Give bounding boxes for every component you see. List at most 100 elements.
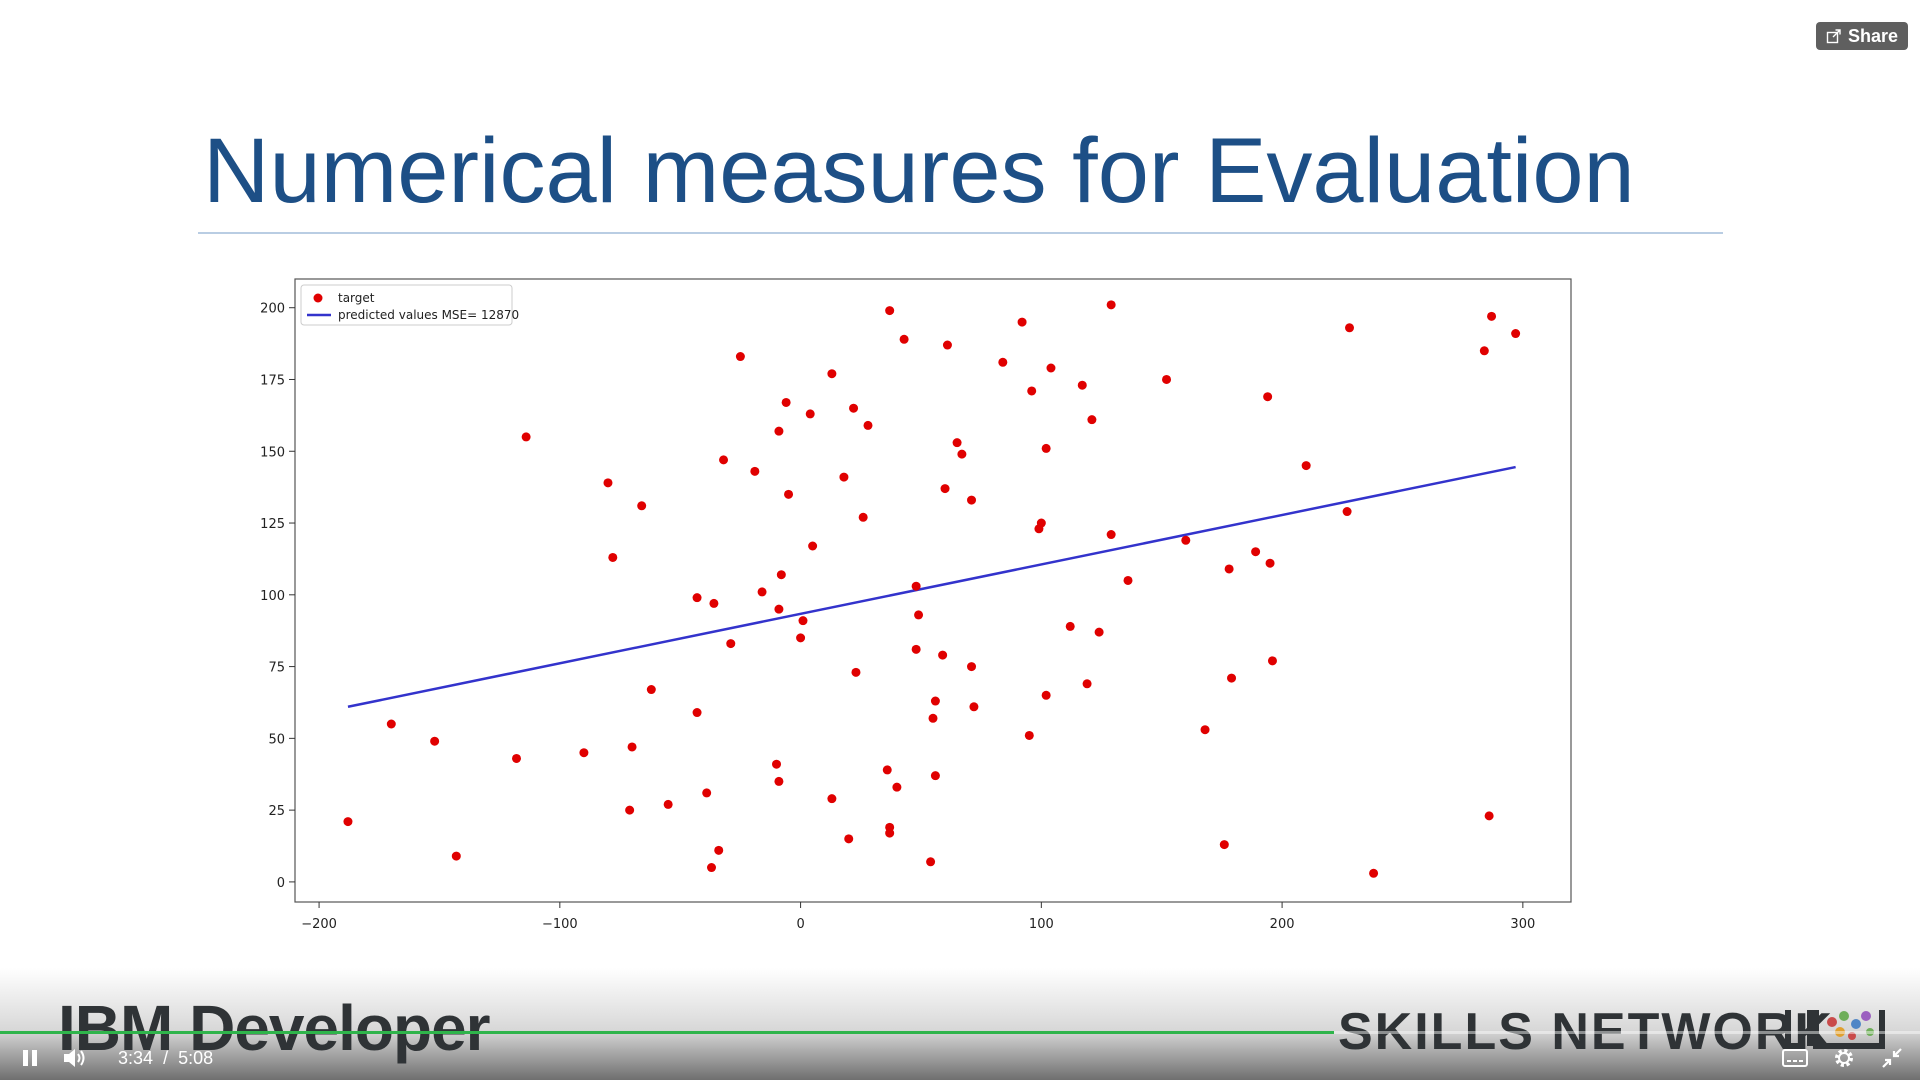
- target-point: [930, 771, 940, 781]
- player-controls: 3:34 / 5:08: [0, 1034, 1920, 1080]
- target-point: [784, 489, 794, 499]
- y-tick-label: 200: [260, 302, 285, 317]
- y-tick-label: 175: [260, 373, 285, 388]
- target-point: [1251, 547, 1261, 557]
- duration: 5:08: [178, 1048, 214, 1068]
- target-point: [839, 472, 849, 482]
- ibm-developer-logo: IBM Developer: [58, 992, 491, 1064]
- target-point: [1227, 673, 1237, 683]
- target-point: [967, 662, 977, 672]
- target-point: [942, 340, 952, 350]
- target-point: [1265, 558, 1275, 568]
- y-tick-label: 100: [260, 589, 285, 604]
- target-point: [885, 828, 895, 838]
- pause-icon[interactable]: [20, 1048, 40, 1068]
- target-point: [1065, 621, 1075, 631]
- target-point: [735, 352, 745, 362]
- target-point: [882, 765, 892, 775]
- target-point: [827, 369, 837, 379]
- target-point: [914, 610, 924, 620]
- share-label: Share: [1847, 25, 1899, 46]
- target-point: [1369, 868, 1379, 878]
- target-point: [849, 403, 859, 413]
- target-point: [858, 512, 868, 522]
- target-point: [967, 495, 977, 505]
- x-tick-label: −100: [542, 917, 578, 932]
- target-point: [702, 788, 712, 798]
- target-point: [772, 759, 782, 769]
- target-point: [969, 702, 979, 712]
- target-point: [930, 696, 940, 706]
- target-point: [774, 604, 784, 614]
- target-point: [911, 644, 921, 654]
- slide-title: Numerical measures for Evaluation: [203, 120, 1635, 222]
- target-point: [1106, 530, 1116, 540]
- target-point: [1224, 564, 1234, 574]
- legend-box: [300, 284, 513, 326]
- legend-target-marker: [313, 293, 323, 303]
- gear-icon[interactable]: [1832, 1046, 1856, 1070]
- target-point: [709, 598, 719, 608]
- target-point: [692, 708, 702, 718]
- legend-line-label: predicted values MSE= 12870: [338, 308, 519, 322]
- target-point: [1123, 575, 1133, 585]
- target-point: [911, 581, 921, 591]
- target-point: [719, 455, 729, 465]
- x-tick-label: −200: [301, 917, 337, 932]
- target-point: [1479, 346, 1489, 356]
- target-point: [750, 466, 760, 476]
- target-point: [844, 834, 854, 844]
- target-point: [1267, 656, 1277, 666]
- progress-bar[interactable]: [0, 1031, 1920, 1034]
- x-tick-label: 300: [1510, 917, 1535, 932]
- target-point: [926, 857, 936, 867]
- target-point: [892, 782, 902, 792]
- target-point: [1181, 535, 1191, 545]
- target-point: [776, 570, 786, 580]
- target-point: [957, 449, 967, 459]
- target-point: [1484, 811, 1494, 821]
- x-tick-label: 100: [1029, 917, 1054, 932]
- skills-network-logo: SKILLS NETWORK: [1338, 1003, 1834, 1061]
- target-point: [1036, 518, 1046, 528]
- target-point: [1200, 725, 1210, 735]
- target-point: [774, 776, 784, 786]
- target-point: [1087, 415, 1097, 425]
- target-point: [940, 484, 950, 494]
- share-icon: [1826, 29, 1841, 44]
- time-separator: /: [163, 1048, 169, 1068]
- target-point: [1027, 386, 1037, 396]
- target-point: [796, 633, 806, 643]
- target-point: [707, 863, 717, 873]
- captions-icon[interactable]: [1782, 1048, 1808, 1068]
- target-point: [928, 713, 938, 723]
- y-tick-label: 0: [277, 876, 285, 891]
- volume-icon[interactable]: [62, 1046, 88, 1070]
- x-tick-label: 0: [796, 917, 804, 932]
- current-time: 3:34: [118, 1048, 154, 1068]
- target-point: [1046, 363, 1056, 373]
- exit-fullscreen-icon[interactable]: [1880, 1046, 1904, 1070]
- plot-area: [294, 278, 1572, 903]
- target-point: [1024, 730, 1034, 740]
- target-point: [827, 794, 837, 804]
- target-point: [805, 409, 815, 419]
- target-point: [863, 420, 873, 430]
- target-point: [646, 685, 656, 695]
- target-point: [938, 650, 948, 660]
- y-tick-label: 25: [268, 804, 285, 819]
- target-point: [998, 357, 1008, 367]
- target-point: [608, 552, 618, 562]
- scatter-chart: −200 −100 0 100 200 300 0 25 50 75 100 125 150 175 200…: [260, 278, 1572, 932]
- share-button[interactable]: Share: [1816, 22, 1908, 50]
- target-point: [952, 438, 962, 448]
- y-tick-label: 125: [260, 517, 285, 532]
- target-point: [692, 593, 702, 603]
- y-tick-label: 50: [268, 732, 285, 747]
- legend-target-label: target: [338, 291, 375, 305]
- target-point: [714, 845, 724, 855]
- target-point: [1219, 840, 1229, 850]
- target-point: [511, 753, 521, 763]
- target-point: [1077, 380, 1087, 390]
- target-point: [798, 616, 808, 626]
